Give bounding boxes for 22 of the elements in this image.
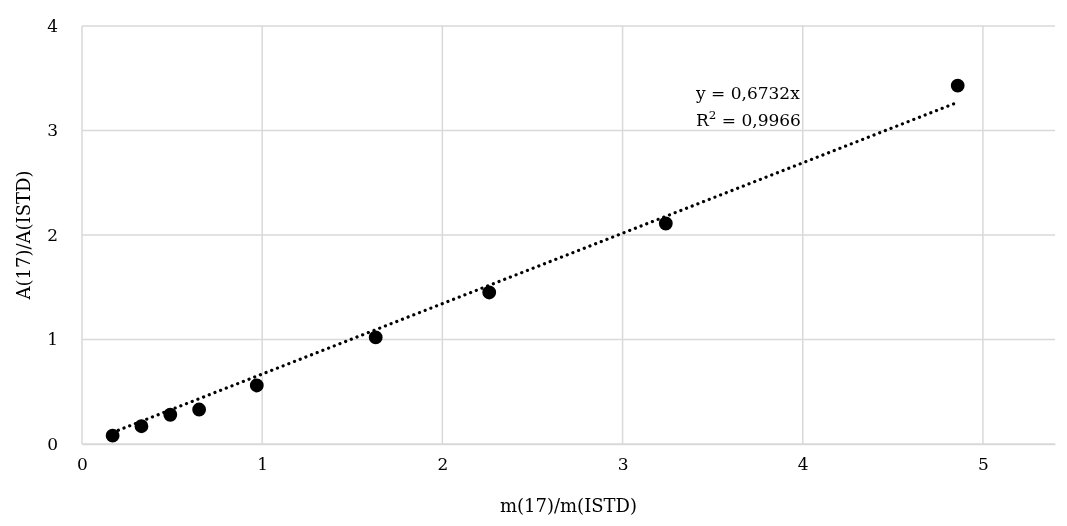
point [249,378,264,393]
y-tick-label: 1 [47,329,58,350]
x-tick-label: 2 [437,454,449,475]
y-tick-label: 2 [47,224,58,245]
x-tick-label: 4 [797,454,809,475]
annotation: y = 0,6732x [695,83,801,103]
x-tick-label: 3 [617,454,629,475]
y-axis-title: A(17)/A(ISTD) [13,170,34,301]
point [368,330,383,345]
annotation: R$^{2}$ = 0,9966 [696,108,801,130]
x-axis-title: m(17)/m(ISTD) [499,495,638,516]
point [658,216,673,231]
point [105,428,120,443]
x-tick-label: 5 [978,454,989,475]
y-tick-label: 4 [47,15,58,36]
point [482,285,497,300]
x-tick-label: 1 [257,454,269,475]
x-tick-label: 0 [77,454,88,475]
y-tick-label: 3 [47,120,58,141]
y-tick-label: 0 [47,433,58,454]
point [192,402,207,417]
point [950,78,965,93]
